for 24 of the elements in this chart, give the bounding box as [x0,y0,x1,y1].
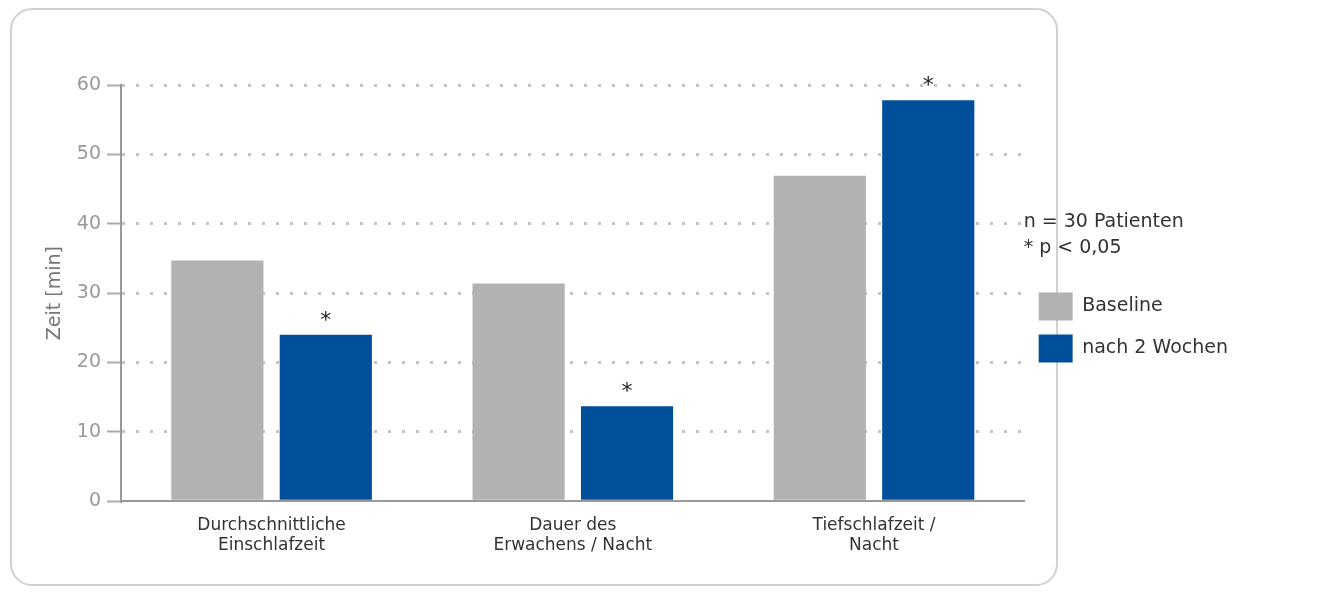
bar [171,260,264,500]
y-tick-label: 10 [76,418,101,441]
y-tick-label: 20 [76,349,101,372]
y-tick-label: 40 [76,210,101,233]
bar [882,100,975,500]
annotation: * [621,378,633,404]
y-tick-label: 0 [88,488,101,511]
y-tick-label: 50 [76,141,101,164]
x-tick-label: Tiefschlafzeit / Nacht [811,513,936,555]
legend-label: Baseline [1082,293,1163,316]
bar [472,283,565,500]
bar [773,175,866,500]
x-tick-label: Dauer des Erwachens / Nacht [493,513,653,555]
y-axis-title: Zeit [min] [42,246,65,341]
annotation: n = 30 Patienten [1023,208,1184,231]
x-tick-label: Durchschnittliche Einschlafzeit [197,513,346,555]
bar [580,406,674,500]
bar [279,334,372,500]
annotation: * [320,306,332,332]
y-tick-label: 30 [76,280,101,303]
legend-label: nach 2 Wochen [1082,335,1228,358]
y-tick-label: 60 [76,71,101,94]
annotation: * p < 0,05 [1023,234,1122,257]
annotation: * [922,72,934,98]
